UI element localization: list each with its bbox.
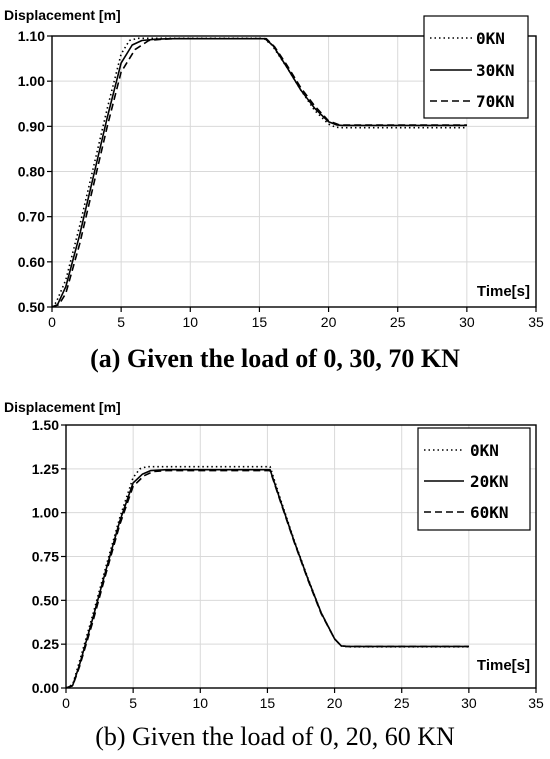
chart-b-y-ticks: 0.00 0.25 0.50 0.75 1.00 1.25 1.50 xyxy=(32,417,66,696)
chart-a-ytick-label: 0.90 xyxy=(18,118,45,134)
chart-a-xtick-label: 30 xyxy=(459,314,475,330)
chart-a-series-70kn xyxy=(51,37,467,308)
chart-a: Displacement [m] 0.50 0.60 0.70 0.80 0.90 1.0… xyxy=(4,7,544,373)
chart-a-xtick-label: 5 xyxy=(117,314,125,330)
chart-a-xtick-label: 0 xyxy=(48,314,56,330)
chart-a-ytick-label: 0.80 xyxy=(18,164,45,180)
chart-a-legend-label-70kn: 70KN xyxy=(476,92,515,111)
chart-b-xtick-label: 25 xyxy=(394,695,410,711)
chart-b-series-group xyxy=(65,465,469,689)
chart-b-ylabel: Displacement [m] xyxy=(4,399,121,415)
chart-b-x-ticks: 0 5 10 15 20 25 30 35 xyxy=(62,688,544,711)
chart-b-series-60kn xyxy=(65,469,469,689)
chart-a-ylabel: Displacement [m] xyxy=(4,7,121,23)
chart-b-ytick-label: 0.00 xyxy=(32,680,59,696)
chart-a-caption: (a) Given the load of 0, 30, 70 KN xyxy=(90,344,460,373)
chart-a-ytick-label: 0.70 xyxy=(18,209,45,225)
chart-a-xtick-label: 20 xyxy=(321,314,337,330)
chart-b-xtick-label: 35 xyxy=(528,695,544,711)
chart-b-xtick-label: 15 xyxy=(260,695,276,711)
chart-a-ytick-label: 1.10 xyxy=(18,28,45,44)
chart-b: Displacement [m] 0.00 0.25 0.50 0.75 1.00 1.2… xyxy=(4,399,544,751)
chart-b-ytick-label: 0.25 xyxy=(32,636,59,652)
chart-b-caption: (b) Given the load of 0, 20, 60 KN xyxy=(95,722,455,751)
chart-b-ytick-label: 1.00 xyxy=(32,505,59,521)
chart-a-series-group xyxy=(51,37,467,308)
chart-a-ytick-label: 0.60 xyxy=(18,254,45,270)
chart-b-series-20kn xyxy=(65,468,469,689)
chart-a-legend-label-0kn: 0KN xyxy=(476,29,505,48)
chart-a-ytick-label: 0.50 xyxy=(18,299,45,315)
chart-a-legend-label-30kn: 30KN xyxy=(476,61,515,80)
chart-b-legend-label-20kn: 20KN xyxy=(470,472,509,491)
chart-b-ytick-label: 0.50 xyxy=(32,592,59,608)
chart-b-legend-label-60kn: 60KN xyxy=(470,503,509,522)
chart-a-xtick-label: 25 xyxy=(390,314,406,330)
chart-b-ytick-label: 1.25 xyxy=(32,461,59,477)
chart-a-xtick-label: 15 xyxy=(252,314,268,330)
chart-a-xlabel: Time[s] xyxy=(477,283,530,300)
chart-a-x-ticks: 0 5 10 15 20 25 30 35 xyxy=(48,307,544,330)
chart-a-xtick-label: 10 xyxy=(182,314,198,330)
chart-b-ytick-label: 1.50 xyxy=(32,417,59,433)
chart-b-xtick-label: 20 xyxy=(327,695,343,711)
chart-a-ytick-label: 1.00 xyxy=(18,73,45,89)
chart-a-y-ticks: 0.50 0.60 0.70 0.80 0.90 1.00 1.10 xyxy=(18,28,52,315)
chart-a-legend: 0KN 30KN 70KN xyxy=(423,15,529,119)
chart-b-ytick-label: 0.75 xyxy=(32,549,59,565)
chart-a-xtick-label: 35 xyxy=(528,314,544,330)
chart-b-xtick-label: 0 xyxy=(62,695,70,711)
chart-b-xtick-label: 5 xyxy=(129,695,137,711)
chart-b-legend-box xyxy=(417,427,531,531)
chart-b-xtick-label: 30 xyxy=(461,695,477,711)
chart-b-xlabel: Time[s] xyxy=(477,657,530,674)
chart-b-xtick-label: 10 xyxy=(192,695,208,711)
chart-b-legend: 0KN 20KN 60KN xyxy=(417,427,531,531)
chart-b-legend-label-0kn: 0KN xyxy=(470,441,499,460)
